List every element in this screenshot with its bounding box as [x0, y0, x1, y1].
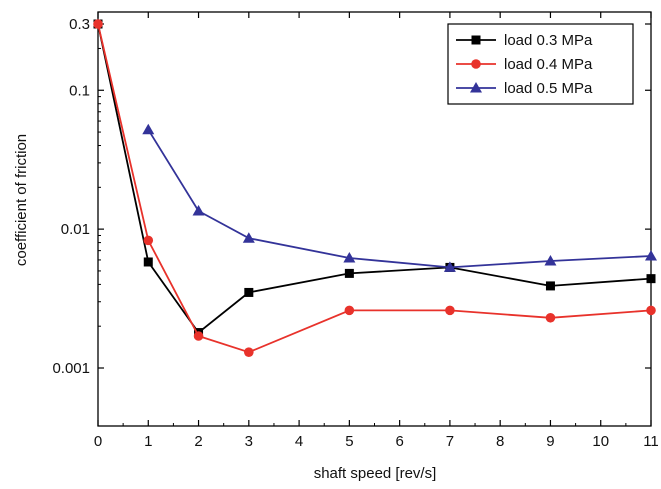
x-tick-label: 5: [345, 433, 353, 450]
legend-label: load 0.4 MPa: [504, 56, 593, 73]
data-point: [242, 232, 255, 243]
legend-marker: [471, 59, 481, 69]
data-point: [545, 281, 555, 291]
x-tick-label: 7: [446, 433, 454, 450]
data-point: [244, 347, 254, 357]
data-point: [344, 268, 354, 278]
data-point: [143, 257, 153, 267]
data-point: [646, 274, 656, 284]
data-point: [645, 250, 657, 261]
data-point: [343, 251, 356, 263]
data-point: [443, 261, 456, 272]
legend-item: load 0.3 MPa: [456, 32, 593, 49]
legend-label: load 0.5 MPa: [504, 80, 593, 97]
data-point: [445, 305, 455, 316]
data-point: [544, 254, 557, 266]
data-point: [93, 19, 103, 29]
legend-item: load 0.5 MPa: [456, 80, 593, 97]
x-tick-label: 10: [592, 433, 609, 450]
legend-marker: [471, 35, 481, 45]
axes: 0 1 2 3 4 5 6 7 8 9 10 11 0.001 0.01 0.1 0.3: [52, 11, 659, 450]
y-tick-label: 0.01: [61, 221, 90, 238]
series-2: [93, 19, 656, 357]
y-tick-label: 0.001: [52, 360, 90, 377]
series-3: [142, 123, 657, 272]
x-tick-label: 11: [643, 433, 659, 450]
x-tick-label: 2: [194, 433, 202, 450]
series-line: [147, 129, 652, 269]
y-tick-label: 0.3: [69, 16, 90, 33]
x-tick-label: 9: [546, 433, 554, 450]
y-tick-label: 0.1: [69, 82, 90, 99]
legend-marker: [470, 82, 482, 93]
data-point: [143, 235, 154, 246]
data-point: [545, 312, 556, 323]
x-tick-label: 3: [245, 433, 253, 450]
x-tick-label: 0: [94, 433, 102, 450]
data-point: [142, 123, 155, 135]
data-point: [192, 205, 205, 216]
data-point: [193, 331, 204, 341]
x-axis-title: shaft speed [rev/s]: [314, 465, 437, 482]
y-axis-title: coefficient of friction: [13, 134, 30, 266]
x-tick-label: 1: [144, 433, 152, 450]
x-tick-label: 4: [295, 433, 303, 450]
data-point: [244, 287, 254, 297]
x-tick-label: 6: [395, 433, 403, 450]
data-point: [646, 305, 656, 316]
legend-label: load 0.3 MPa: [504, 32, 593, 49]
x-tick-label: 8: [496, 433, 504, 450]
data-point: [344, 305, 355, 316]
legend: load 0.3 MPa load 0.4 MPa load 0.5 MPa: [447, 23, 634, 105]
series-line: [97, 23, 652, 354]
series-layer: [93, 19, 657, 357]
series-line: [97, 23, 652, 334]
legend-item: load 0.4 MPa: [456, 56, 593, 73]
